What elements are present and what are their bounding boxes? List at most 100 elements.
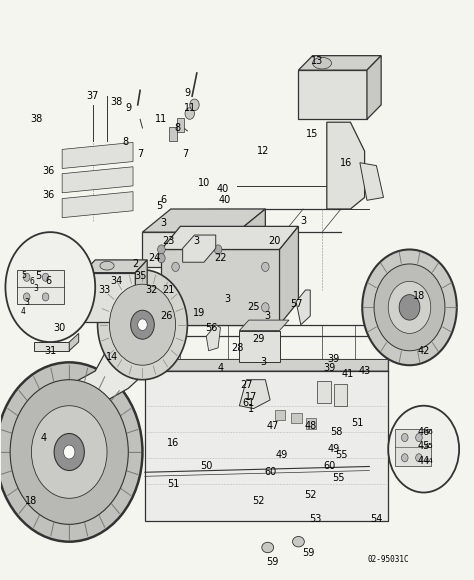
Text: 38: 38 (110, 97, 123, 107)
Bar (306, 418, 316, 429)
Circle shape (401, 454, 408, 462)
Text: 31: 31 (44, 346, 56, 356)
Text: 22: 22 (214, 253, 227, 263)
Circle shape (262, 303, 269, 312)
Polygon shape (34, 342, 69, 351)
Text: 3: 3 (260, 357, 266, 367)
Circle shape (138, 319, 147, 331)
Bar (83, 273, 136, 322)
Polygon shape (83, 260, 147, 273)
Polygon shape (280, 226, 299, 325)
Text: 19: 19 (193, 308, 205, 318)
Text: 3: 3 (194, 236, 200, 246)
Polygon shape (136, 260, 147, 322)
Text: 38: 38 (30, 114, 42, 124)
Text: 25: 25 (247, 302, 260, 313)
Text: 47: 47 (266, 421, 279, 431)
Text: 42: 42 (418, 346, 430, 356)
Text: 1: 1 (248, 404, 254, 414)
Text: 44: 44 (425, 458, 434, 463)
Text: 5: 5 (21, 271, 26, 280)
Text: 13: 13 (311, 56, 323, 67)
Text: 34: 34 (110, 276, 123, 287)
Circle shape (131, 310, 155, 339)
Circle shape (172, 262, 179, 271)
Bar (292, 412, 302, 423)
Text: 18: 18 (25, 496, 37, 506)
Circle shape (214, 245, 222, 254)
Text: 3: 3 (161, 219, 167, 229)
Circle shape (185, 108, 194, 119)
Text: 9: 9 (184, 88, 191, 98)
Circle shape (10, 380, 128, 524)
Ellipse shape (313, 57, 331, 69)
Text: 6: 6 (30, 277, 35, 286)
Text: 16: 16 (339, 158, 352, 168)
Bar (161, 249, 280, 325)
Text: 45: 45 (418, 441, 430, 451)
Text: 61: 61 (243, 398, 255, 408)
Text: 36: 36 (42, 190, 54, 200)
Polygon shape (180, 267, 209, 319)
Text: 20: 20 (269, 236, 281, 246)
Polygon shape (237, 209, 265, 267)
Circle shape (362, 249, 457, 365)
Text: 57: 57 (290, 299, 302, 310)
Text: 40: 40 (219, 195, 231, 205)
Text: 40: 40 (217, 184, 229, 194)
Circle shape (416, 433, 422, 441)
Polygon shape (145, 371, 388, 521)
Circle shape (190, 99, 199, 111)
Text: 8: 8 (175, 123, 181, 133)
Circle shape (157, 245, 165, 254)
Bar (334, 384, 347, 406)
Circle shape (64, 445, 75, 459)
Text: 3: 3 (34, 284, 38, 293)
Polygon shape (69, 334, 79, 351)
Bar (299, 70, 367, 119)
Text: 5: 5 (156, 201, 162, 211)
Text: 16: 16 (167, 438, 179, 448)
Text: 32: 32 (146, 285, 158, 295)
Text: 48: 48 (304, 421, 316, 431)
Text: 27: 27 (240, 380, 253, 390)
Text: 12: 12 (257, 146, 269, 156)
Text: 60: 60 (264, 467, 276, 477)
Text: 51: 51 (351, 418, 364, 428)
Text: 50: 50 (200, 462, 212, 472)
Text: 21: 21 (162, 285, 174, 295)
Text: 45: 45 (425, 443, 434, 450)
Polygon shape (161, 226, 299, 249)
Circle shape (23, 273, 30, 281)
Text: 11: 11 (183, 103, 196, 113)
Circle shape (42, 273, 49, 281)
Ellipse shape (262, 542, 273, 553)
Bar (275, 410, 285, 420)
Polygon shape (206, 325, 220, 351)
Circle shape (31, 406, 107, 498)
Text: 55: 55 (332, 473, 345, 483)
Text: 39: 39 (328, 354, 340, 364)
Text: 44: 44 (418, 456, 430, 466)
Circle shape (23, 293, 30, 301)
Text: 43: 43 (358, 366, 371, 376)
Polygon shape (62, 191, 133, 218)
Text: 5: 5 (36, 270, 42, 281)
Text: 52: 52 (252, 496, 264, 506)
Text: 7: 7 (137, 149, 143, 159)
Text: 59: 59 (302, 548, 314, 559)
Ellipse shape (100, 262, 114, 270)
Circle shape (388, 281, 431, 334)
Polygon shape (239, 320, 289, 331)
Text: 4: 4 (21, 307, 26, 317)
Circle shape (388, 406, 459, 492)
Ellipse shape (292, 536, 304, 547)
Text: 28: 28 (231, 343, 243, 353)
Text: 6: 6 (161, 195, 167, 205)
Text: 4: 4 (218, 363, 224, 373)
Text: 36: 36 (42, 166, 54, 176)
Text: 58: 58 (330, 427, 342, 437)
Text: 59: 59 (266, 557, 279, 567)
Polygon shape (145, 360, 388, 371)
Text: 37: 37 (87, 91, 99, 101)
